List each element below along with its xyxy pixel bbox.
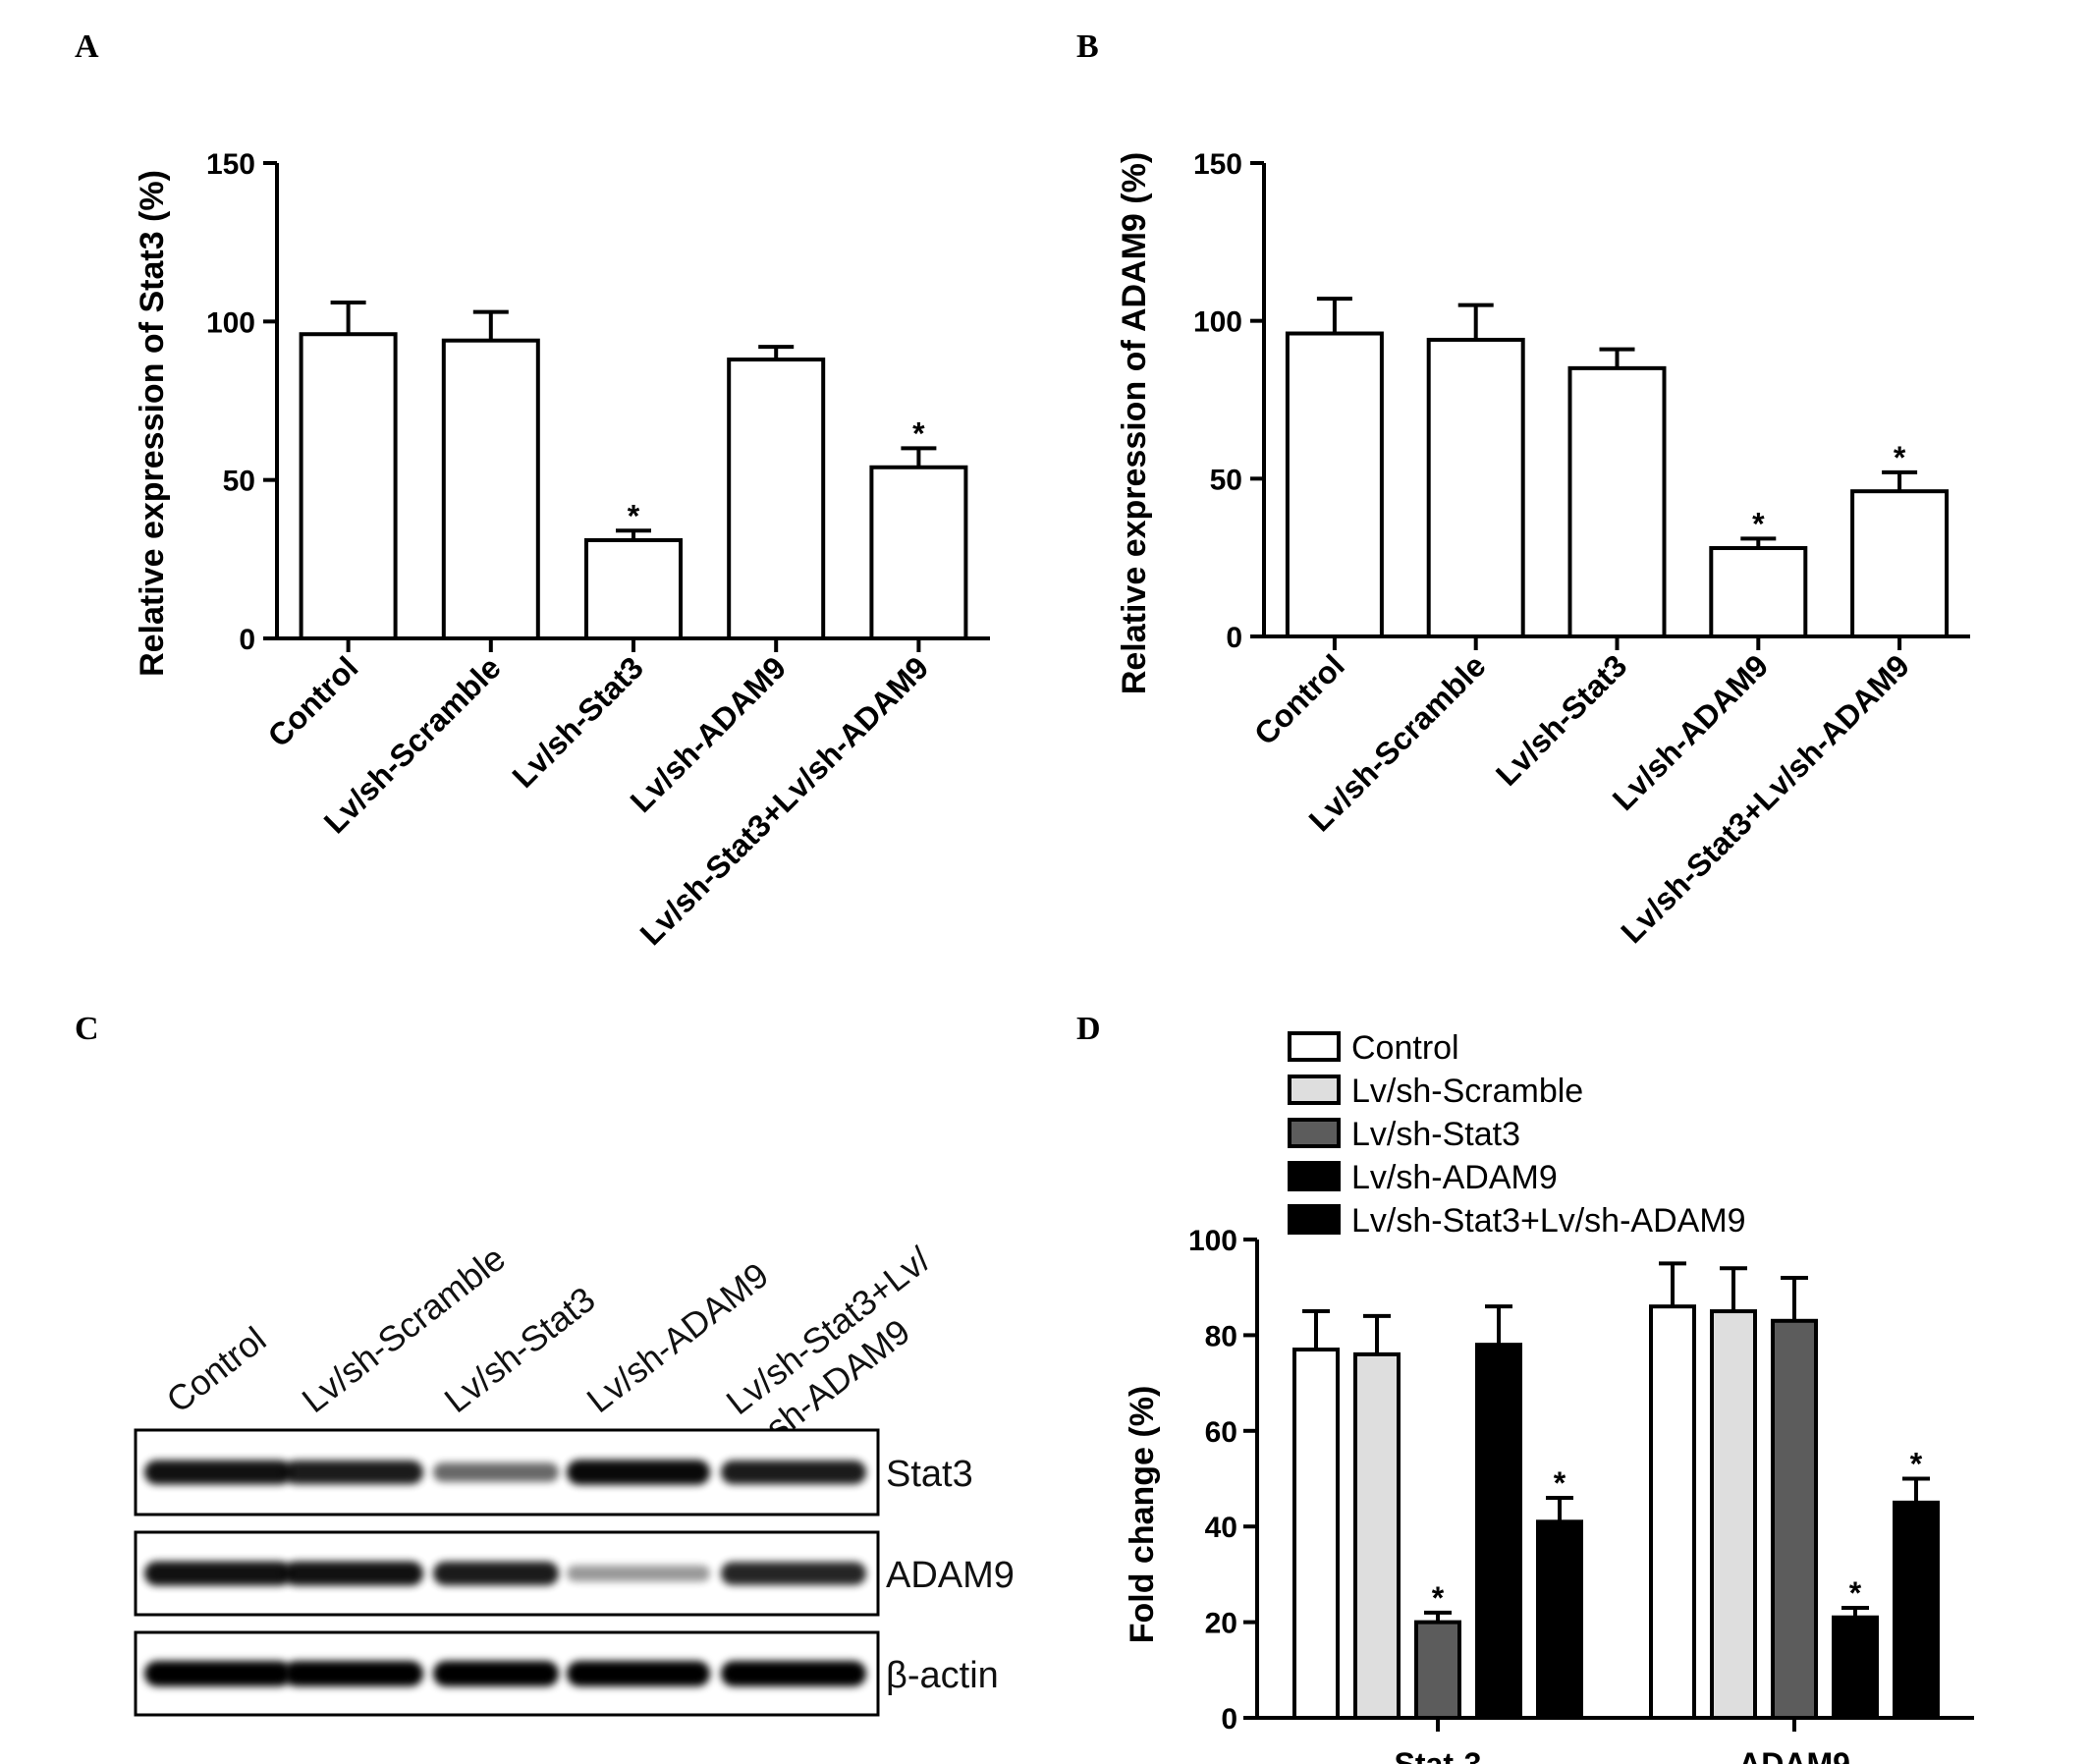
blot-row-label: β-actin xyxy=(886,1655,999,1696)
panel-b-y-axis-title: Relative expression of ADAM9 (%) xyxy=(1116,152,1153,694)
blot-band xyxy=(567,1565,710,1582)
panel-d-y-axis-title: Fold change (%) xyxy=(1124,1386,1161,1644)
panel-d-legend-swatch xyxy=(1288,1075,1341,1105)
panel-a-y-tick-label: 150 xyxy=(206,148,255,181)
panel-d-bar xyxy=(1536,1519,1583,1720)
panel-b-bar xyxy=(1285,331,1384,638)
panel-d-bar xyxy=(1771,1318,1818,1721)
blot-band xyxy=(721,1562,866,1585)
blot-band xyxy=(721,1460,866,1485)
panel-a-bar xyxy=(727,358,826,640)
panel-d-bar xyxy=(1292,1348,1340,1720)
panel-a-bar xyxy=(869,465,968,641)
panel-d-bar xyxy=(1475,1343,1522,1720)
panel-b-bar xyxy=(1567,365,1667,638)
panel-d-category-label: Stat-3 xyxy=(1395,1746,1482,1764)
panel-d-legend-swatch xyxy=(1288,1204,1341,1235)
panel-a-y-tick-label: 0 xyxy=(239,624,255,656)
panel-d-legend-swatch xyxy=(1288,1031,1341,1062)
panel-b-category-label: Lv/sh-Stat3+Lv/sh-ADAM9 xyxy=(1614,647,1916,950)
blot-band xyxy=(567,1661,710,1686)
panel-a-significance-marker: * xyxy=(912,415,925,451)
panel-a-category-label: Lv/sh-Stat3+Lv/sh-ADAM9 xyxy=(633,649,936,952)
panel-d-significance-marker: * xyxy=(1432,1580,1445,1616)
panel-d-significance-marker: * xyxy=(1554,1465,1566,1501)
panel-d-bar xyxy=(1414,1620,1461,1720)
blot-row-label: ADAM9 xyxy=(886,1555,1015,1596)
panel-b-bar xyxy=(1709,546,1808,639)
panel-d-y-tick-label: 20 xyxy=(1205,1608,1237,1640)
panel-label-b: B xyxy=(1076,28,1099,65)
blot-band xyxy=(721,1661,866,1686)
panel-a-category-label: Control xyxy=(261,649,365,753)
panel-d-legend-swatch xyxy=(1288,1161,1341,1191)
panel-a-bar xyxy=(441,338,540,640)
panel-b-y-tick-label: 50 xyxy=(1210,464,1242,496)
panel-b-y-tick-label: 150 xyxy=(1193,148,1242,181)
panel-d-legend-label: Lv/sh-Stat3 xyxy=(1351,1116,1520,1153)
panel-d-category-label: ADAM9 xyxy=(1738,1746,1850,1764)
panel-b-significance-marker: * xyxy=(1752,506,1765,541)
panel-d-bar xyxy=(1832,1615,1879,1720)
panel-b-category-label: Lv/sh-Stat3 xyxy=(1489,647,1633,792)
blot-band xyxy=(433,1661,559,1686)
panel-label-a: A xyxy=(75,28,99,65)
panel-b-category-label: Control xyxy=(1247,647,1351,751)
panel-a-bar xyxy=(299,332,398,640)
panel-d-legend-swatch xyxy=(1288,1118,1341,1148)
panel-d-grouped-bar-chart: Fold change (%) 0 20 40 60 80 100 Stat-3 * * ADAM… xyxy=(1124,1029,1974,1764)
panel-b-bar xyxy=(1850,489,1950,639)
panel-b-bar xyxy=(1426,337,1525,638)
panel-a-bar xyxy=(584,537,683,640)
panel-a-bar-chart: Relative expression of Stat3 (%) 0 50 100 1… xyxy=(134,148,990,952)
panel-a-category-label: Lv/sh-Stat3 xyxy=(506,649,650,794)
panel-d-legend-label: Control xyxy=(1351,1029,1459,1067)
blot-band xyxy=(284,1460,423,1485)
blot-lane-label: Control xyxy=(159,1319,274,1421)
panel-c-western-blot: Control Lv/sh-ScrambleLv/sh-Stat3Lv/sh-AD… xyxy=(134,1238,1015,1717)
panel-b-significance-marker: * xyxy=(1894,440,1906,475)
blot-band xyxy=(144,1561,292,1586)
panel-b-y-tick-label: 100 xyxy=(1193,306,1242,339)
blot-band xyxy=(144,1460,292,1485)
panel-a-y-tick-label: 50 xyxy=(223,466,255,498)
panel-d-bar xyxy=(1649,1304,1696,1721)
panel-a-significance-marker: * xyxy=(628,498,640,533)
panel-a-y-tick-label: 100 xyxy=(206,306,255,339)
panel-d-y-tick-label: 0 xyxy=(1221,1703,1237,1736)
blot-band xyxy=(433,1561,559,1586)
blot-row-label: Stat3 xyxy=(886,1454,973,1495)
panel-d-significance-marker: * xyxy=(1849,1575,1862,1611)
panel-d-bar xyxy=(1893,1500,1940,1720)
panel-b-bar-chart: Relative expression of ADAM9 (%) 0 50 100 1… xyxy=(1116,148,1970,950)
panel-d-y-tick-label: 60 xyxy=(1205,1416,1237,1449)
panel-d-legend-label: Lv/sh-ADAM9 xyxy=(1351,1159,1558,1196)
blot-band xyxy=(567,1460,710,1485)
blot-band xyxy=(144,1661,292,1686)
panel-d-y-tick-label: 40 xyxy=(1205,1512,1237,1544)
panel-label-d: D xyxy=(1076,1011,1101,1047)
panel-d-bar xyxy=(1353,1351,1401,1720)
panel-b-y-tick-label: 0 xyxy=(1226,622,1242,654)
panel-d-y-tick-label: 80 xyxy=(1205,1320,1237,1352)
panel-d-significance-marker: * xyxy=(1910,1447,1923,1482)
blot-band xyxy=(284,1661,423,1686)
panel-d-y-tick-label: 100 xyxy=(1188,1225,1237,1257)
panel-d-legend-label: Lv/sh-Scramble xyxy=(1351,1073,1583,1110)
panel-a-y-axis-title: Relative expression of Stat3 (%) xyxy=(134,170,171,677)
blot-band xyxy=(284,1561,423,1586)
panel-d-bar xyxy=(1710,1309,1757,1721)
blot-band xyxy=(433,1462,559,1482)
panel-d-legend-label: Lv/sh-Stat3+Lv/sh-ADAM9 xyxy=(1351,1202,1746,1240)
panel-label-c: C xyxy=(75,1011,99,1047)
